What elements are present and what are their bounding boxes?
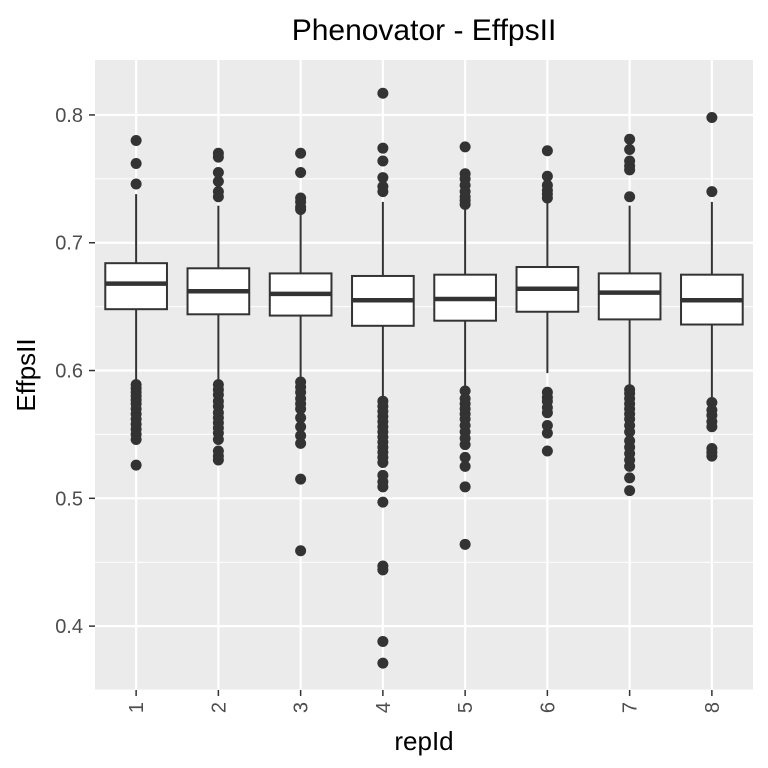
- box-6: [515, 145, 580, 457]
- box-4: [351, 87, 415, 669]
- outlier-point: [212, 434, 224, 446]
- outlier-point: [624, 143, 636, 155]
- x-tick-label: 8: [702, 702, 724, 713]
- x-tick-label: 6: [537, 702, 559, 713]
- box-5: [433, 141, 497, 550]
- outlier-point: [541, 145, 553, 157]
- outlier-point: [541, 419, 553, 431]
- outlier-point: [130, 158, 142, 170]
- iqr-box: [597, 272, 662, 321]
- x-tick-label: 1: [126, 702, 148, 713]
- outlier-point: [130, 459, 142, 471]
- outlier-point: [459, 439, 471, 451]
- outlier-point: [706, 396, 718, 408]
- outlier-point: [295, 545, 307, 557]
- outlier-point: [295, 473, 307, 485]
- outlier-point: [377, 155, 389, 167]
- outlier-point: [624, 485, 636, 497]
- outlier-point: [541, 170, 553, 182]
- box-8: [680, 112, 744, 462]
- outlier-point: [130, 178, 142, 190]
- outlier-point: [624, 460, 636, 472]
- outlier-point: [706, 186, 718, 198]
- outlier-point: [377, 657, 389, 669]
- iqr-box: [104, 262, 168, 311]
- outlier-point: [295, 412, 307, 424]
- y-tick-label: 0.4: [55, 616, 83, 638]
- outlier-point: [130, 434, 142, 446]
- y-tick-label: 0.7: [55, 233, 83, 255]
- outlier-point: [624, 164, 636, 176]
- outlier-point: [377, 172, 389, 184]
- outlier-point: [295, 403, 307, 415]
- outlier-point: [459, 481, 471, 493]
- y-axis-title: EffpsII: [11, 338, 41, 411]
- box-3: [268, 147, 333, 557]
- outlier-point: [295, 204, 307, 216]
- outlier-point: [541, 192, 553, 204]
- box-2: [186, 147, 251, 466]
- x-axis: 1 2 3 4 5 6 7 8: [126, 690, 724, 713]
- outlier-point: [130, 135, 142, 147]
- y-tick-label: 0.8: [55, 105, 83, 127]
- x-tick-label: 5: [455, 702, 477, 713]
- outlier-point: [541, 427, 553, 439]
- outlier-point: [541, 445, 553, 457]
- plot-panel: [95, 60, 753, 690]
- chart-title: Phenovator - EffpsII: [292, 14, 557, 47]
- outlier-point: [459, 385, 471, 397]
- outlier-point: [295, 421, 307, 433]
- outlier-point: [459, 460, 471, 472]
- outlier-point: [295, 147, 307, 159]
- outlier-point: [377, 142, 389, 154]
- outlier-point: [624, 472, 636, 484]
- y-tick-label: 0.5: [55, 488, 83, 510]
- outlier-point: [212, 151, 224, 163]
- box-7: [597, 133, 662, 497]
- y-axis: 0.4 0.5 0.6 0.7 0.8: [55, 105, 95, 638]
- outlier-point: [295, 166, 307, 178]
- outlier-point: [377, 481, 389, 493]
- x-tick-label: 2: [208, 702, 230, 713]
- outlier-point: [295, 437, 307, 449]
- y-tick-label: 0.6: [55, 361, 83, 383]
- outlier-point: [212, 191, 224, 203]
- outlier-point: [377, 186, 389, 198]
- outlier-point: [377, 87, 389, 99]
- outlier-point: [706, 450, 718, 462]
- outlier-point: [212, 454, 224, 466]
- x-axis-title: repId: [394, 726, 453, 756]
- outlier-point: [706, 112, 718, 124]
- outlier-point: [459, 538, 471, 550]
- outlier-point: [212, 175, 224, 187]
- outlier-point: [377, 457, 389, 469]
- outlier-point: [459, 451, 471, 463]
- outlier-point: [624, 426, 636, 438]
- box-1: [104, 135, 168, 471]
- outlier-point: [624, 133, 636, 145]
- outlier-point: [212, 166, 224, 178]
- x-tick-label: 4: [373, 702, 395, 713]
- outlier-point: [377, 564, 389, 576]
- x-tick-label: 3: [291, 702, 313, 713]
- outlier-point: [295, 430, 307, 442]
- outlier-point: [377, 496, 389, 508]
- outlier-point: [459, 141, 471, 153]
- outlier-point: [377, 635, 389, 647]
- outlier-point: [624, 191, 636, 203]
- outlier-point: [541, 407, 553, 419]
- boxes: [104, 87, 744, 669]
- outlier-point: [706, 421, 718, 433]
- outlier-point: [459, 198, 471, 210]
- x-tick-label: 7: [620, 702, 642, 713]
